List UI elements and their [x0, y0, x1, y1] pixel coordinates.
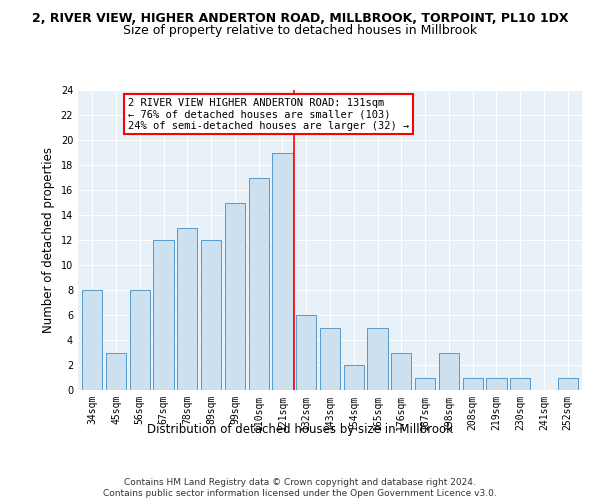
Bar: [344, 365, 364, 390]
Bar: [391, 352, 412, 390]
Text: 2, RIVER VIEW, HIGHER ANDERTON ROAD, MILLBROOK, TORPOINT, PL10 1DX: 2, RIVER VIEW, HIGHER ANDERTON ROAD, MIL…: [32, 12, 568, 26]
Bar: [248, 178, 269, 390]
Bar: [201, 240, 221, 390]
Bar: [106, 352, 126, 390]
Bar: [82, 290, 103, 390]
Bar: [487, 378, 506, 390]
Bar: [367, 328, 388, 390]
Bar: [439, 352, 459, 390]
Bar: [557, 378, 578, 390]
Bar: [463, 378, 483, 390]
Bar: [225, 202, 245, 390]
Text: 2 RIVER VIEW HIGHER ANDERTON ROAD: 131sqm
← 76% of detached houses are smaller (: 2 RIVER VIEW HIGHER ANDERTON ROAD: 131sq…: [128, 98, 409, 130]
Text: Distribution of detached houses by size in Millbrook: Distribution of detached houses by size …: [147, 422, 453, 436]
Bar: [510, 378, 530, 390]
Text: Size of property relative to detached houses in Millbrook: Size of property relative to detached ho…: [123, 24, 477, 37]
Bar: [177, 228, 197, 390]
Text: Contains HM Land Registry data © Crown copyright and database right 2024.
Contai: Contains HM Land Registry data © Crown c…: [103, 478, 497, 498]
Bar: [154, 240, 173, 390]
Bar: [320, 328, 340, 390]
Y-axis label: Number of detached properties: Number of detached properties: [42, 147, 55, 333]
Bar: [296, 315, 316, 390]
Bar: [272, 152, 293, 390]
Bar: [415, 378, 435, 390]
Bar: [130, 290, 150, 390]
